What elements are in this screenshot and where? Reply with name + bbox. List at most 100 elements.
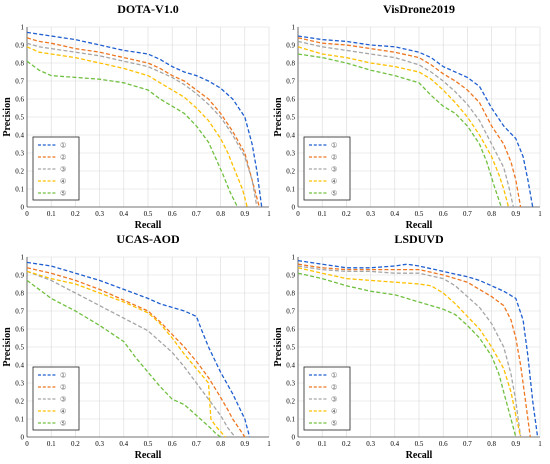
y-axis-label: Precision [273,327,284,367]
y-tick-label: 0.8 [15,60,24,68]
x-tick-label: 0.4 [119,440,128,448]
x-tick-label: 0.3 [366,440,375,448]
y-tick-label: 1 [292,254,296,262]
legend-label: ③ [60,166,66,174]
x-tick-label: 0.5 [415,440,424,448]
legend: ① ② ③ ④ ⑤ [304,137,350,200]
legend-label: ④ [331,408,337,416]
legend: ① ② ③ ④ ⑤ [33,137,79,200]
legend: ① ② ③ ④ ⑤ [33,367,79,430]
x-tick-label: 0.4 [390,210,399,218]
legend-label: ④ [60,178,66,186]
y-tick-label: 0.7 [286,78,295,86]
legend: ① ② ③ ④ ⑤ [304,367,350,430]
y-tick-label: 0 [21,434,25,442]
y-tick-label: 0.7 [286,308,295,316]
y-tick-label: 0.2 [15,168,24,176]
y-tick-label: 0.1 [15,186,24,194]
y-tick-label: 0 [292,204,296,212]
x-tick-label: 0.1 [318,210,327,218]
chart-title: VisDrone2019 [383,2,455,16]
y-tick-label: 0.5 [286,344,295,352]
y-tick-label: 0.9 [15,42,24,50]
x-tick-label: 0.8 [216,210,225,218]
legend-label: ④ [60,408,66,416]
x-tick-label: 0.6 [439,210,448,218]
y-tick-label: 1 [21,254,25,262]
x-tick-label: 0.3 [366,210,375,218]
y-axis-label: Precision [273,97,284,137]
legend-label: ⑤ [60,190,66,198]
chart-panel-4: 0 0.1 0.2 0.3 0.4 0.5 0.6 0.7 0.8 0.9 1 0 0.1 0.2 0.3 0… [273,232,542,461]
x-tick-label: 0.6 [168,440,177,448]
y-tick-label: 0.3 [286,380,295,388]
legend-label: ① [60,372,66,380]
legend-label: ② [60,154,66,162]
legend-label: ⑤ [331,420,337,428]
legend-label: ② [331,154,337,162]
x-tick-label: 0.6 [168,210,177,218]
x-tick-label: 0.9 [240,210,249,218]
y-tick-label: 0.1 [15,416,24,424]
y-tick-label: 0.8 [15,290,24,298]
y-tick-label: 0.9 [15,272,24,280]
x-tick-label: 0.3 [95,440,104,448]
x-axis-label: Recall [135,220,162,231]
y-tick-label: 0.6 [15,326,24,334]
x-tick-label: 0.7 [463,210,472,218]
x-tick-label: 0.9 [511,440,520,448]
x-tick-label: 0.2 [71,440,80,448]
x-axis-label: Recall [406,450,433,461]
x-tick-label: 0 [296,440,300,448]
x-tick-label: 0.8 [487,440,496,448]
legend-label: ① [60,142,66,150]
x-tick-label: 0.7 [463,440,472,448]
y-tick-label: 0.8 [286,290,295,298]
legend-label: ① [331,142,337,150]
y-axis-label: Precision [2,97,13,137]
x-tick-label: 0.1 [47,440,56,448]
y-tick-label: 0.2 [15,398,24,406]
y-tick-label: 0.6 [286,96,295,104]
y-tick-label: 0.9 [286,42,295,50]
legend-label: ① [331,372,337,380]
y-tick-label: 0.8 [286,60,295,68]
x-tick-label: 0.7 [192,440,201,448]
x-tick-label: 1 [538,440,542,448]
x-tick-label: 0.1 [47,210,56,218]
legend-label: ③ [331,166,337,174]
x-axis-label: Recall [135,450,162,461]
legend-label: ③ [331,396,337,404]
y-tick-label: 0 [292,434,296,442]
x-tick-label: 0.8 [216,440,225,448]
chart-title: DOTA-V1.0 [117,2,178,16]
x-tick-label: 0.6 [439,440,448,448]
x-tick-label: 0.5 [144,440,153,448]
x-tick-label: 1 [267,440,271,448]
x-tick-label: 0.9 [240,440,249,448]
chart-panel-2: 0 0.1 0.2 0.3 0.4 0.5 0.6 0.7 0.8 0.9 1 0 0.1 0.2 0.3 0… [273,2,542,231]
chart-panel-1: 0 0.1 0.2 0.3 0.4 0.5 0.6 0.7 0.8 0.9 1 0 0.1 0.2 0.3 0… [2,2,271,231]
legend-label: ② [331,384,337,392]
y-tick-label: 0.6 [15,96,24,104]
x-tick-label: 0 [25,440,29,448]
x-tick-label: 0.4 [119,210,128,218]
x-tick-label: 0.2 [342,210,351,218]
legend-label: ④ [331,178,337,186]
x-tick-label: 0.8 [487,210,496,218]
x-tick-label: 0.9 [511,210,520,218]
y-tick-label: 0 [21,204,25,212]
x-tick-label: 0.5 [144,210,153,218]
y-tick-label: 0.5 [15,344,24,352]
y-tick-label: 1 [21,24,25,32]
y-tick-label: 0.2 [286,168,295,176]
x-tick-label: 0.3 [95,210,104,218]
x-tick-label: 0.7 [192,210,201,218]
y-tick-label: 0.7 [15,78,24,86]
y-tick-label: 0.1 [286,186,295,194]
x-tick-label: 0.1 [318,440,327,448]
y-tick-label: 0.3 [15,380,24,388]
x-axis-label: Recall [406,220,433,231]
y-tick-label: 0.4 [286,132,295,140]
